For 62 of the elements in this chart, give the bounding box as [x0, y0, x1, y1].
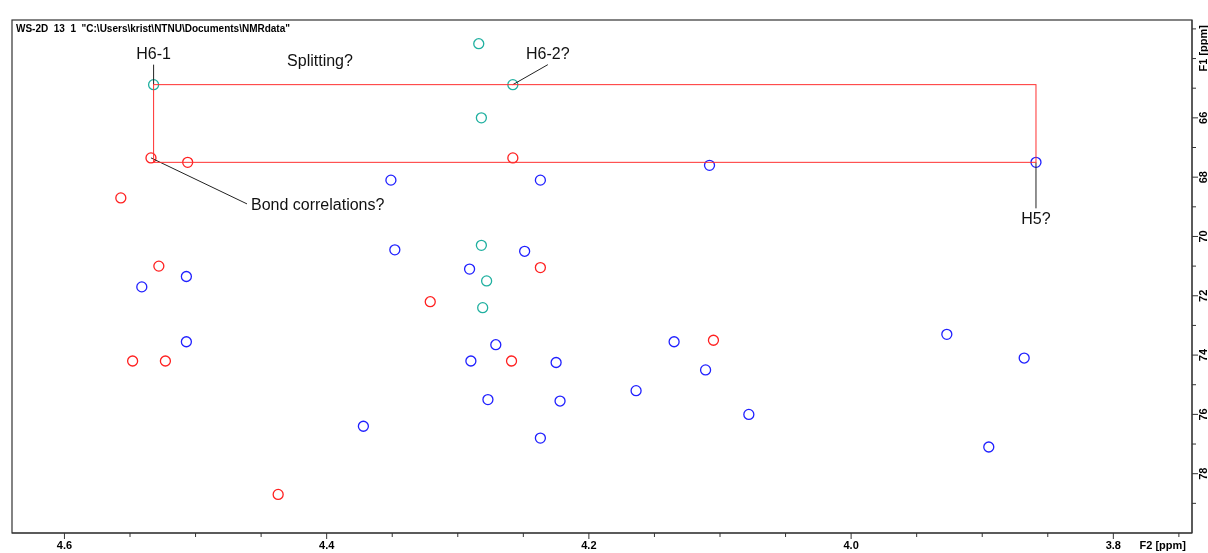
point	[126, 355, 139, 367]
y-tick-label: 68	[1197, 171, 1208, 184]
point	[153, 260, 165, 272]
point	[477, 301, 489, 314]
x-axis-title: F2 [ppm]	[1139, 539, 1187, 551]
x-tick-label: 4.6	[56, 539, 73, 551]
point	[182, 156, 194, 168]
point	[507, 78, 519, 91]
x-tick-label: 4.2	[581, 539, 597, 551]
point	[699, 364, 712, 376]
annotation: Bond correlations?	[250, 195, 385, 213]
point	[147, 78, 160, 91]
annotation: H6-1	[136, 44, 172, 62]
point	[180, 336, 193, 348]
point	[480, 275, 493, 287]
point	[983, 441, 995, 453]
point	[272, 488, 284, 501]
point	[145, 152, 157, 164]
annotation: H5?	[1021, 210, 1051, 228]
point	[136, 281, 148, 293]
point	[630, 385, 642, 397]
point	[465, 355, 477, 367]
point	[941, 328, 953, 340]
point	[507, 152, 519, 164]
point	[475, 239, 488, 252]
point	[1030, 156, 1042, 168]
point	[534, 174, 547, 186]
y-tick-label: 74	[1197, 348, 1208, 362]
point	[707, 334, 720, 346]
point	[159, 355, 172, 367]
point	[703, 159, 716, 171]
point	[115, 192, 127, 204]
point	[385, 174, 397, 186]
point	[1018, 352, 1030, 364]
point	[482, 393, 494, 406]
x-tick-label: 4.0	[843, 539, 859, 551]
y-tick-label: 76	[1197, 408, 1208, 421]
point	[743, 408, 755, 421]
y-tick-label: 70	[1197, 230, 1208, 243]
point	[550, 356, 562, 369]
point	[505, 355, 518, 367]
point	[475, 112, 488, 124]
annotation: Splitting?	[287, 52, 354, 69]
annotation: H6-2?	[526, 44, 570, 62]
point	[180, 270, 193, 283]
point	[534, 432, 547, 444]
y-tick-label: 66	[1197, 111, 1208, 124]
y-tick-label: 72	[1197, 289, 1208, 302]
point	[518, 245, 531, 257]
point	[554, 395, 566, 407]
x-tick-label: 3.8	[1105, 539, 1121, 551]
x-tick-label: 4.4	[319, 539, 336, 551]
point	[357, 420, 370, 432]
y-tick-label: 78	[1197, 467, 1208, 480]
point	[668, 336, 680, 348]
point	[389, 244, 401, 256]
point	[463, 263, 476, 275]
point	[490, 339, 502, 351]
point	[534, 261, 547, 274]
point	[424, 296, 436, 308]
point	[473, 38, 485, 50]
chart-title: WS-2D 13 1 "C:\Users\krist\NTNU\Documents\NMRdata"	[16, 23, 291, 34]
